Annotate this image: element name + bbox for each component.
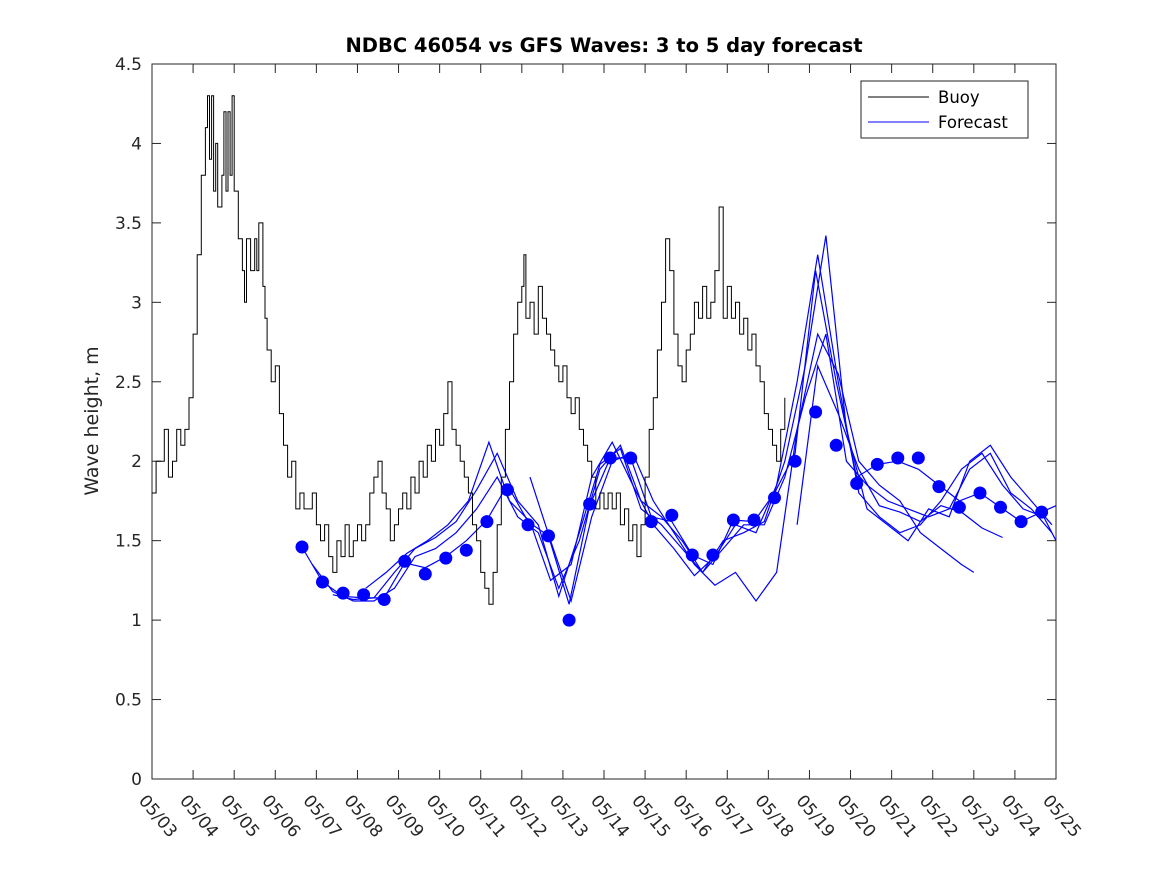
forecast-marker xyxy=(439,551,453,565)
y-tick-label: 1 xyxy=(131,611,142,631)
forecast-marker xyxy=(377,593,391,606)
forecast-marker xyxy=(788,454,802,468)
y-tick-label: 4 xyxy=(131,134,142,154)
x-tick-label: 05/16 xyxy=(668,791,715,841)
forecast-marker xyxy=(480,515,494,529)
forecast-marker xyxy=(418,567,432,581)
x-tick-label: 05/20 xyxy=(833,791,880,841)
y-axis: 0 0.5 1 1.5 2 2.5 3 3.5 4 4.5 xyxy=(115,55,1056,790)
y-tick-label: 2 xyxy=(131,452,142,472)
forecast-marker xyxy=(644,515,658,529)
y-tick-label: 4.5 xyxy=(115,55,142,75)
y-tick-label: 3 xyxy=(131,293,142,313)
x-tick-label: 05/17 xyxy=(709,791,756,841)
forecast-marker xyxy=(603,451,617,465)
forecast-marker xyxy=(932,480,946,494)
x-tick-label: 05/05 xyxy=(216,791,263,841)
x-tick-label: 05/03 xyxy=(134,791,181,841)
forecast-marker xyxy=(994,500,1007,514)
y-axis-label: Wave height, m xyxy=(81,346,103,495)
forecast-marker xyxy=(336,586,350,600)
x-tick-label: 05/13 xyxy=(545,791,592,841)
forecast-marker xyxy=(583,497,597,511)
y-tick-label: 0 xyxy=(131,770,142,790)
forecast-marker xyxy=(1035,505,1049,519)
plot-area xyxy=(151,63,1057,780)
forecast-marker xyxy=(562,613,576,627)
forecast-marker xyxy=(870,457,884,471)
x-tick-label: 05/24 xyxy=(997,791,1044,841)
forecast-run-line xyxy=(529,332,975,604)
x-tick-label: 05/21 xyxy=(874,791,921,841)
forecast-marker xyxy=(685,548,699,562)
x-tick-label: 05/09 xyxy=(381,791,428,841)
forecast-marker xyxy=(459,543,473,557)
legend-forecast-label: Forecast xyxy=(938,113,1008,132)
chart-title: NDBC 46054 vs GFS Waves: 3 to 5 day fore… xyxy=(345,34,862,57)
forecast-marker xyxy=(850,477,864,490)
x-tick-label: 05/18 xyxy=(751,791,798,841)
x-tick-label: 05/15 xyxy=(627,791,674,841)
forecast-marker xyxy=(768,491,781,505)
forecast-marker xyxy=(295,540,309,554)
forecast-marker xyxy=(357,588,371,602)
y-tick-label: 1.5 xyxy=(115,532,142,552)
y-tick-label: 3.5 xyxy=(115,214,142,234)
forecast-marker xyxy=(500,483,514,497)
legend: Buoy Forecast xyxy=(860,80,1029,139)
x-tick-label: 05/07 xyxy=(299,791,346,841)
forecast-marker xyxy=(624,451,638,465)
x-tick-label: 05/19 xyxy=(792,791,839,841)
forecast-marker xyxy=(1014,515,1028,529)
forecast-marker xyxy=(706,548,720,562)
forecast-marker xyxy=(747,513,761,527)
forecast-marker xyxy=(542,529,555,543)
buoy-series-line xyxy=(152,95,786,605)
legend-buoy-label: Buoy xyxy=(938,88,980,107)
forecast-run-line xyxy=(311,333,1053,602)
x-tick-label: 05/11 xyxy=(463,791,510,841)
forecast-marker xyxy=(809,405,823,419)
x-tick-label: 05/06 xyxy=(257,791,304,841)
x-tick-label: 05/10 xyxy=(422,791,469,841)
x-tick-label: 05/04 xyxy=(175,791,222,841)
series-layer xyxy=(152,95,1057,627)
x-tick-label: 05/12 xyxy=(504,791,551,841)
forecast-marker xyxy=(316,575,329,589)
y-tick-label: 2.5 xyxy=(115,373,142,393)
x-tick-label: 05/14 xyxy=(586,791,633,841)
x-tick-label: 05/22 xyxy=(915,791,962,841)
forecast-marker xyxy=(911,451,925,465)
legend-box xyxy=(860,80,1029,139)
forecast-marker xyxy=(829,438,843,452)
x-tick-label: 05/23 xyxy=(956,791,1003,841)
forecast-marker xyxy=(891,451,905,465)
forecast-marker xyxy=(952,500,966,514)
forecast-run-line xyxy=(796,363,1003,539)
forecast-marker xyxy=(521,518,535,532)
x-tick-label: 05/25 xyxy=(1038,791,1085,841)
y-tick-label: 0.5 xyxy=(115,691,142,711)
forecast-marker xyxy=(726,513,740,527)
forecast-marker xyxy=(398,554,412,568)
forecast-marker xyxy=(973,486,987,500)
forecast-marker xyxy=(665,508,679,522)
x-tick-label: 05/08 xyxy=(340,791,387,841)
